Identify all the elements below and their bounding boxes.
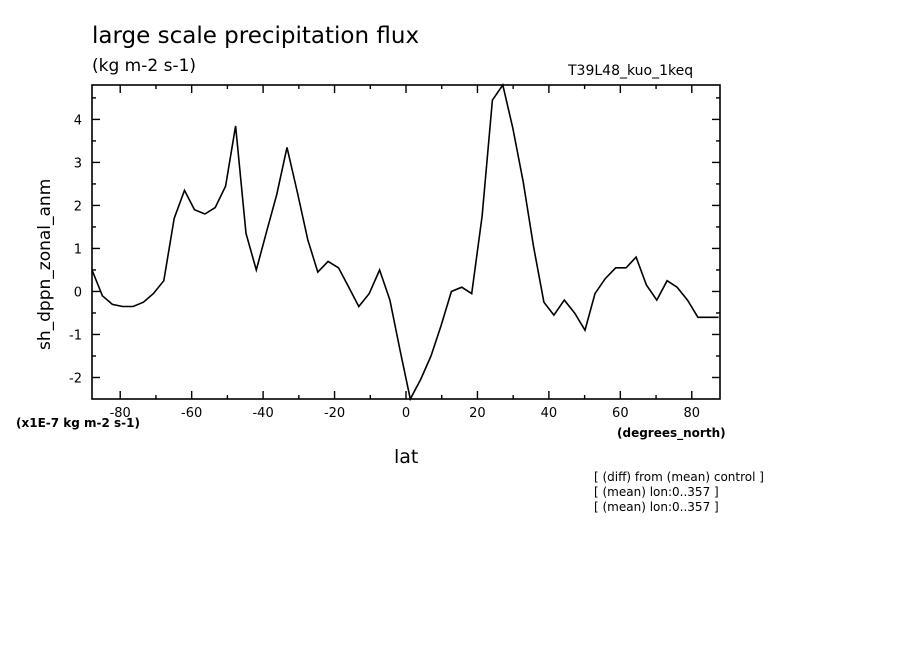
note-line: [ (mean) lon:0..357 ] (594, 500, 719, 514)
y-tick-label: 4 (74, 113, 82, 128)
x-tick-label: -80 (110, 406, 131, 421)
x-tick-label: 20 (469, 406, 486, 421)
series-line (91, 83, 719, 402)
chart-title: large scale precipitation flux (92, 23, 420, 49)
x-axis-units: (degrees_north) (617, 426, 726, 440)
x-axis-label: lat (394, 446, 419, 468)
y-axis: -2 -1 0 1 2 3 4 (69, 97, 720, 386)
y-tick-label: 3 (74, 156, 82, 171)
note-line: [ (diff) from (mean) control ] (594, 470, 764, 484)
note-line: [ (mean) lon:0..357 ] (594, 485, 719, 499)
x-tick-label: -60 (181, 406, 202, 421)
scale-note: (x1E-7 kg m-2 s-1) (16, 416, 140, 430)
notes-block: [ (diff) from (mean) control ] [ (mean) … (594, 470, 764, 515)
y-tick-label: 1 (74, 242, 82, 257)
x-axis: -80 -60 -40 -20 0 20 40 60 80 (110, 85, 700, 421)
x-tick-label: 60 (612, 406, 629, 421)
x-tick-label: 40 (541, 406, 558, 421)
x-tick-label: -20 (324, 406, 345, 421)
y-tick-label: 2 (74, 199, 82, 214)
y-tick-label: 0 (74, 285, 82, 300)
y-tick-label: -1 (69, 328, 82, 343)
x-tick-label: 80 (684, 406, 701, 421)
y-tick-label: -2 (69, 371, 82, 386)
x-tick-label: 0 (402, 406, 410, 421)
x-tick-label: -40 (252, 406, 273, 421)
chart-units: (kg m-2 s-1) (92, 56, 197, 76)
plot-frame (91, 84, 721, 400)
run-label: T39L48_kuo_1keq (568, 63, 694, 79)
